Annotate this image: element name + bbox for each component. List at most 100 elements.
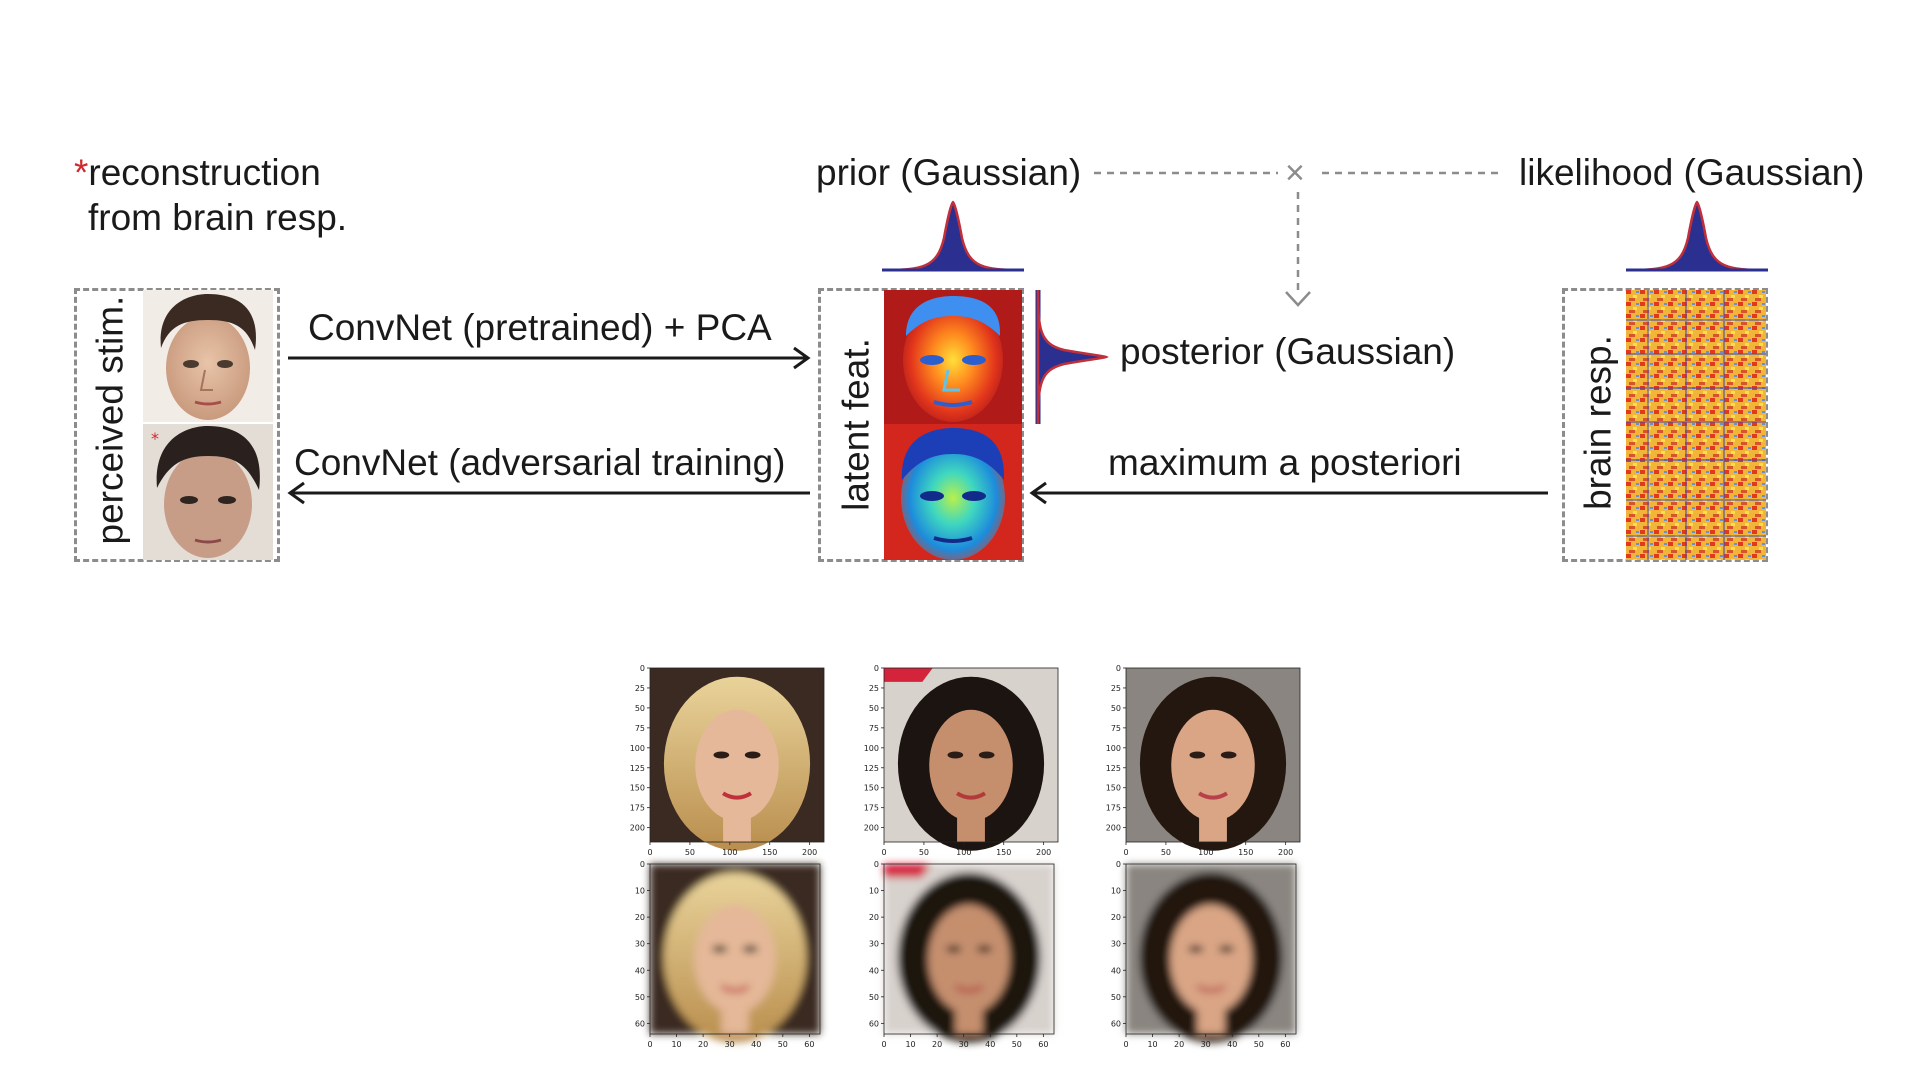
- x-tick-label: 60: [804, 1040, 814, 1049]
- x-tick-label: 150: [1238, 848, 1253, 857]
- multiply-symbol: ×: [1285, 154, 1305, 192]
- y-tick-label: 50: [635, 993, 645, 1002]
- face-image-blonde-woman: [650, 668, 824, 851]
- brain-resp-box: [1562, 288, 1768, 562]
- y-tick-label: 20: [635, 913, 645, 922]
- backward-arrow: [287, 481, 810, 505]
- map-arrow-label: maximum a posteriori: [1108, 442, 1462, 483]
- latent-feat-box: [818, 288, 1024, 562]
- posterior-label: posterior (Gaussian): [1120, 331, 1456, 372]
- y-tick-label: 30: [635, 940, 645, 949]
- plot-frame: [883, 863, 1055, 1035]
- x-tick-label: 100: [1198, 848, 1213, 857]
- y-tick-label: 60: [869, 1019, 879, 1028]
- y-tick-label: 0: [874, 664, 879, 673]
- reconstruction-plot-dark-hair-woman-recon: 0 10 20 30 40 50 60 0 10 20 30 40 50 60: [1111, 860, 1297, 1049]
- y-tick-label: 0: [640, 664, 645, 673]
- x-tick-label: 0: [647, 848, 652, 857]
- y-tick-label: 125: [630, 764, 645, 773]
- y-tick-label: 125: [1106, 764, 1121, 773]
- x-tick-label: 10: [671, 1040, 681, 1049]
- x-tick-label: 10: [905, 1040, 915, 1049]
- x-tick-label: 60: [1038, 1040, 1048, 1049]
- latent-heatmap-bottom: [884, 424, 1022, 560]
- face-image-smiling-woman-recon: [884, 864, 1054, 1043]
- prior-gaussian-curve: [881, 200, 1025, 272]
- plot-frame: [649, 863, 821, 1035]
- x-tick-label: 0: [881, 848, 886, 857]
- y-tick-label: 200: [630, 824, 645, 833]
- y-tick-label: 10: [869, 887, 879, 896]
- map-arrow: [1029, 481, 1548, 505]
- x-tick-label: 20: [1174, 1040, 1184, 1049]
- y-tick-label: 25: [635, 684, 645, 693]
- brain-response-heatmap: [1626, 290, 1766, 560]
- likelihood-gaussian-curve: [1625, 200, 1769, 272]
- x-tick-label: 0: [647, 1040, 652, 1049]
- reconstructed-face-image: *: [143, 424, 273, 560]
- forward-arrow-label: ConvNet (pretrained) + PCA: [308, 307, 772, 348]
- y-tick-label: 75: [869, 724, 879, 733]
- y-tick-label: 60: [1111, 1019, 1121, 1028]
- forward-arrow: [288, 346, 811, 370]
- y-tick-label: 50: [635, 704, 645, 713]
- y-tick-label: 10: [635, 887, 645, 896]
- y-tick-label: 200: [1106, 824, 1121, 833]
- y-tick-label: 0: [1116, 664, 1121, 673]
- y-tick-label: 0: [640, 860, 645, 869]
- x-tick-label: 40: [985, 1040, 995, 1049]
- backward-arrow-label: ConvNet (adversarial training): [294, 442, 786, 483]
- y-tick-label: 40: [635, 966, 645, 975]
- x-tick-label: 150: [996, 848, 1011, 857]
- y-tick-label: 0: [1116, 860, 1121, 869]
- y-tick-label: 100: [630, 744, 645, 753]
- likelihood-label: likelihood (Gaussian): [1519, 152, 1865, 193]
- reconstruction-note-line1: reconstruction: [88, 152, 321, 193]
- y-tick-label: 175: [630, 804, 645, 813]
- y-tick-label: 75: [1111, 724, 1121, 733]
- x-tick-label: 40: [1227, 1040, 1237, 1049]
- y-tick-label: 10: [1111, 887, 1121, 896]
- x-tick-label: 40: [751, 1040, 761, 1049]
- y-tick-label: 50: [1111, 704, 1121, 713]
- face-image-smiling-woman: [884, 668, 1058, 851]
- y-tick-label: 100: [1106, 744, 1121, 753]
- y-tick-label: 150: [864, 784, 879, 793]
- x-tick-label: 50: [1254, 1040, 1264, 1049]
- reconstruction-note-line2: from brain resp.: [88, 197, 348, 238]
- posterior-gaussian-curve: [1035, 289, 1109, 425]
- y-tick-label: 200: [864, 824, 879, 833]
- y-tick-label: 40: [1111, 966, 1121, 975]
- x-tick-label: 60: [1280, 1040, 1290, 1049]
- x-tick-label: 200: [802, 848, 817, 857]
- latent-heatmap-top: [884, 290, 1022, 424]
- y-tick-label: 150: [1106, 784, 1121, 793]
- original-plot-smiling-woman: 0 25 50 75 100 125 150 175 200 0 50 100 150 200: [864, 664, 1059, 857]
- plot-frame: [649, 667, 825, 843]
- x-tick-label: 200: [1036, 848, 1051, 857]
- y-tick-label: 175: [1106, 804, 1121, 813]
- reconstruction-plot-blonde-woman-recon: 0 10 20 30 40 50 60 0 10 20 30 40 50 60: [635, 860, 821, 1049]
- y-tick-label: 20: [1111, 913, 1121, 922]
- x-tick-label: 50: [919, 848, 929, 857]
- x-tick-label: 100: [722, 848, 737, 857]
- plot-frame: [883, 667, 1059, 843]
- y-tick-label: 30: [869, 940, 879, 949]
- x-tick-label: 50: [778, 1040, 788, 1049]
- reconstruction-asterisk: *: [74, 152, 89, 193]
- x-tick-label: 30: [959, 1040, 969, 1049]
- y-tick-label: 50: [1111, 993, 1121, 1002]
- x-tick-label: 20: [932, 1040, 942, 1049]
- x-tick-label: 0: [1123, 848, 1128, 857]
- y-tick-label: 100: [864, 744, 879, 753]
- y-tick-label: 175: [864, 804, 879, 813]
- y-tick-label: 125: [864, 764, 879, 773]
- face-image-blonde-woman-recon: [650, 864, 820, 1043]
- y-tick-label: 50: [869, 704, 879, 713]
- perceived-stim-box: [74, 288, 280, 562]
- y-tick-label: 75: [635, 724, 645, 733]
- face-image-dark-hair-woman: [1126, 668, 1300, 851]
- y-tick-label: 50: [869, 993, 879, 1002]
- x-tick-label: 50: [1161, 848, 1171, 857]
